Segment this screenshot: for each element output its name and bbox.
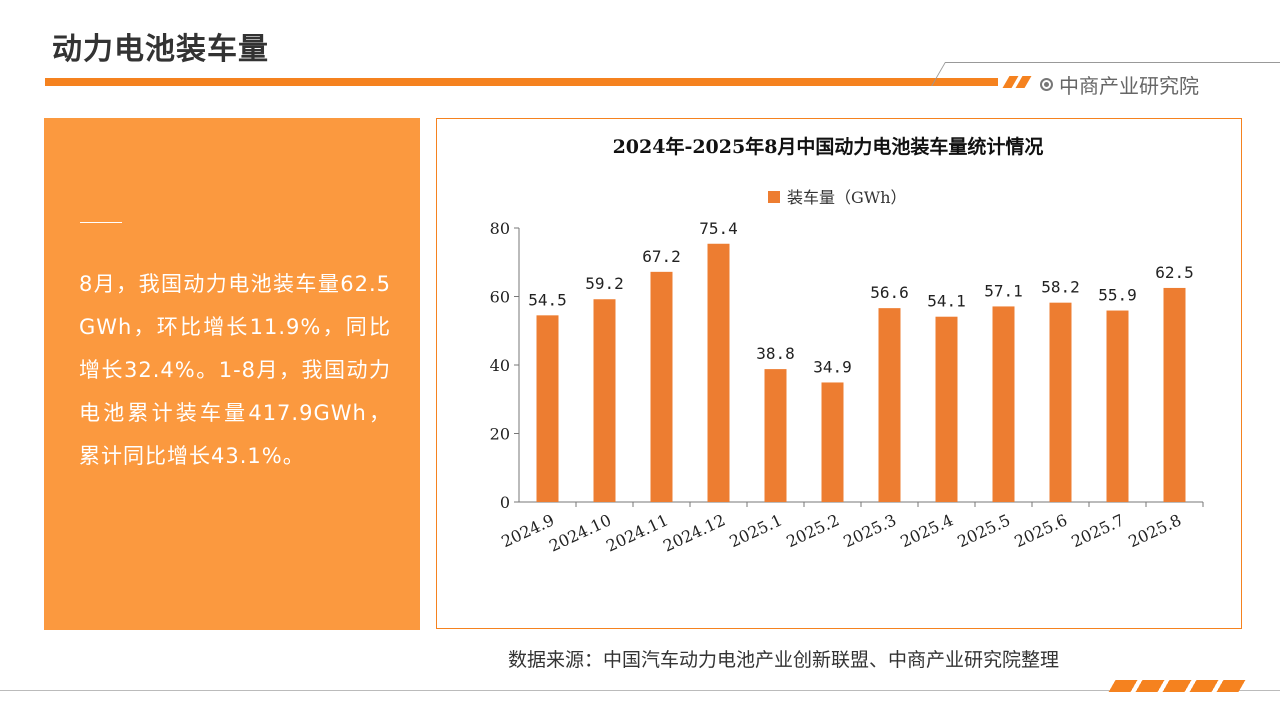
y-tick-label: 80	[490, 219, 510, 238]
x-tick-label: 2025.3	[840, 510, 899, 551]
page-title: 动力电池装车量	[52, 32, 269, 67]
bar	[593, 299, 616, 502]
bar	[650, 271, 673, 502]
bar	[878, 308, 901, 502]
data-label: 55.9	[1098, 286, 1137, 305]
y-tick-label: 0	[500, 493, 510, 512]
legend-label: 装车量（GWh）	[787, 188, 907, 207]
bar-chart: 2024年-2025年8月中国动力电池装车量统计情况 装车量（GWh） 0 20 4…	[490, 135, 1204, 556]
data-label: 38.8	[756, 344, 795, 363]
x-tick-label: 2024.11	[603, 510, 671, 555]
panel-divider	[80, 222, 122, 223]
x-tick-label: 2025.4	[897, 510, 956, 551]
brand: 中商产业研究院	[1040, 70, 1199, 99]
bar	[536, 315, 559, 502]
bar	[1163, 287, 1186, 502]
footer-line	[0, 690, 1280, 691]
data-label: 58.2	[1041, 278, 1080, 297]
x-tick-label: 2025.5	[954, 510, 1013, 551]
bar	[1106, 310, 1129, 502]
x-tick-label: 2024.10	[546, 510, 614, 555]
data-label: 54.1	[927, 292, 966, 311]
brand-logo-icon	[1040, 78, 1053, 91]
summary-panel: 8月，我国动力电池装车量62.5GWh，环比增长11.9%，同比增长32.4%。…	[44, 118, 420, 630]
x-tick-label: 2025.7	[1068, 510, 1127, 551]
data-label: 67.2	[642, 247, 681, 266]
bar	[821, 382, 844, 502]
data-label: 56.6	[870, 283, 909, 302]
x-tick-label: 2025.8	[1125, 510, 1184, 551]
y-tick-label: 40	[490, 356, 510, 375]
header-thin-line	[945, 62, 1280, 63]
y-tick-label: 60	[490, 288, 510, 307]
header-stripes	[1002, 76, 1032, 88]
bar	[992, 306, 1015, 502]
source-text: 数据来源：中国汽车动力电池产业创新联盟、中商产业研究院整理	[508, 649, 1060, 671]
summary-text: 8月，我国动力电池装车量62.5GWh，环比增长11.9%，同比增长32.4%。…	[79, 272, 391, 468]
x-tick-label: 2025.6	[1011, 510, 1070, 551]
data-label: 62.5	[1155, 263, 1194, 282]
chart-title: 2024年-2025年8月中国动力电池装车量统计情况	[613, 135, 1044, 158]
chart-frame: 2024年-2025年8月中国动力电池装车量统计情况 装车量（GWh） 0 20 4…	[436, 118, 1242, 629]
header-bar	[45, 78, 998, 86]
bar	[935, 316, 958, 502]
x-tick-label: 2024.12	[660, 510, 728, 555]
x-tick-label: 2025.1	[726, 510, 785, 551]
data-label: 59.2	[585, 274, 624, 293]
data-label: 54.5	[528, 290, 567, 309]
bar	[764, 369, 787, 502]
data-label: 75.4	[699, 219, 738, 238]
footer-stripes	[1108, 680, 1246, 692]
legend-swatch	[768, 191, 780, 203]
y-tick-label: 20	[490, 425, 510, 444]
x-tick-label: 2025.2	[783, 510, 842, 551]
bar	[707, 243, 730, 502]
bar	[1049, 302, 1072, 502]
brand-name: 中商产业研究院	[1059, 74, 1199, 98]
data-label: 57.1	[984, 281, 1023, 300]
data-label: 34.9	[813, 357, 852, 376]
